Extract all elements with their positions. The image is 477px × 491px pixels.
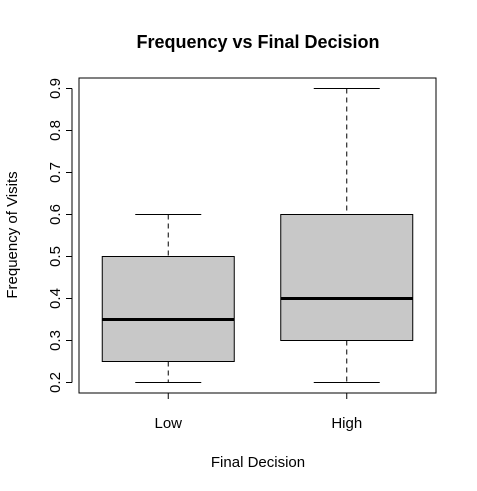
y-tick-label: 0.7: [47, 162, 64, 183]
iqr-box: [101, 256, 235, 362]
x-tick-label: Low: [154, 415, 182, 432]
y-tick-label: 0.2: [47, 372, 64, 393]
x-axis: Low High: [154, 393, 362, 432]
y-tick-label: 0.3: [47, 330, 64, 351]
x-tick-label: High: [331, 415, 362, 432]
y-tick-label: 0.9: [47, 78, 64, 99]
chart-title: Frequency vs Final Decision: [136, 32, 379, 52]
box-high: [280, 88, 414, 383]
y-tick-label: 0.8: [47, 120, 64, 141]
y-axis: 0.2 0.3 0.4 0.5 0.6 0.7 0.8 0.9: [47, 78, 73, 393]
iqr-box: [280, 214, 414, 341]
y-tick-label: 0.5: [47, 246, 64, 267]
boxes-group: [101, 88, 414, 383]
y-tick-label: 0.4: [47, 288, 64, 309]
box-low: [101, 214, 235, 383]
y-tick-label: 0.6: [47, 204, 64, 225]
x-axis-label: Final Decision: [211, 454, 305, 471]
y-axis-label: Frequency of Visits: [4, 171, 21, 298]
plot-frame: [78, 77, 437, 394]
